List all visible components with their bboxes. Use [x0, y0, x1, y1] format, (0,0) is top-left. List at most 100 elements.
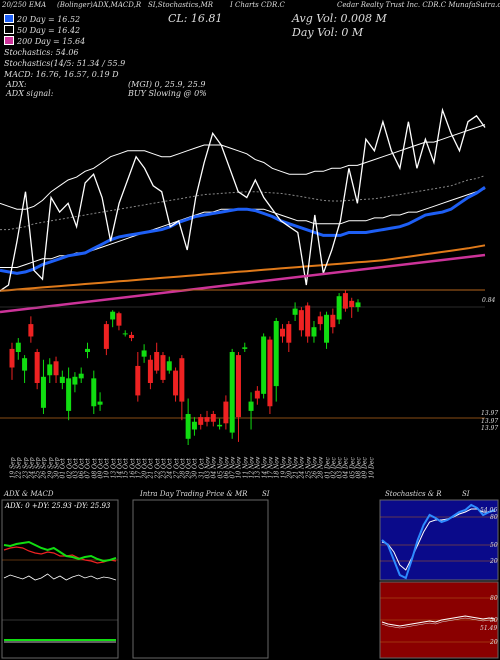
candle-up	[336, 296, 342, 320]
candle-down	[9, 348, 15, 368]
candle-up	[248, 401, 254, 411]
stoch-label-50: 50	[490, 542, 498, 549]
candle-down	[280, 328, 286, 337]
candle-down	[235, 355, 241, 418]
intraday-panel-title: Intra Day Trading Price & MR	[140, 490, 248, 498]
candle-up	[22, 358, 28, 371]
minus-di-line	[3, 546, 117, 564]
candle-up	[242, 347, 248, 349]
adx-panel-title: ADX & MACD	[4, 490, 54, 498]
rsi-line	[381, 615, 496, 627]
candle-up	[97, 401, 103, 405]
candle-up	[15, 342, 21, 352]
candle-down	[103, 324, 109, 349]
price-label-bottom3: 13.97	[481, 425, 499, 432]
candle-down	[173, 370, 179, 396]
rsi-label-50: 50	[490, 617, 498, 624]
adx-mgi: (MGI) 0, 25.9, 25.9	[128, 80, 206, 89]
candle-up	[40, 376, 46, 408]
candle-down	[147, 359, 153, 383]
legend-item-20day: 20 Day = 16.52	[4, 14, 125, 25]
close-price: CL: 16.81	[168, 12, 223, 25]
header-indicators: (Bolinger)ADX,MACD,R	[57, 1, 142, 9]
stoch-panel-title: Stochastics & R	[385, 490, 442, 498]
candle-up	[229, 352, 235, 433]
adx-values: ADX: 0 +DY: 25.93 -DY: 25.93	[5, 502, 111, 510]
header-stoch: SI,Stochastics,MR	[148, 1, 214, 9]
price-label-bottom2: 13.97	[481, 418, 499, 425]
candle-up	[122, 333, 128, 335]
legend-swatch-200day	[4, 36, 14, 45]
candle-up	[292, 308, 298, 315]
candle-down	[129, 334, 135, 339]
candle-down	[28, 324, 34, 337]
candle-down	[135, 365, 141, 396]
candle-up	[66, 378, 72, 411]
stoch-info: Stochastics: 54.06	[4, 48, 79, 57]
candle-up	[91, 378, 97, 407]
candle-down	[160, 355, 166, 380]
candle-up	[311, 327, 317, 337]
plus-di-line	[3, 540, 117, 563]
ema-200-line	[0, 253, 486, 314]
candle-down	[342, 293, 348, 309]
rsi-panel-frame	[379, 581, 499, 659]
candle-up	[141, 350, 147, 357]
adx-label: ADX:	[6, 80, 27, 89]
stoch-value: 54.06	[480, 507, 497, 514]
day-volume: Day Vol: 0 M	[292, 26, 364, 39]
rsi-label-20: 20	[489, 639, 498, 646]
ema-50-line	[0, 175, 486, 231]
candle-up	[185, 414, 191, 439]
candle-up	[78, 373, 84, 379]
adx-line	[3, 573, 117, 581]
legend-swatch-50day	[4, 25, 14, 34]
candle-down	[34, 352, 40, 383]
ema-orange-line	[0, 244, 486, 292]
stoch-label-80: 80	[490, 514, 498, 521]
candle-down	[53, 361, 59, 376]
candle-up	[84, 348, 90, 352]
header-ema: 20/250 EMA	[2, 1, 47, 9]
candle-down	[330, 314, 336, 328]
candle-up	[324, 314, 330, 343]
intraday-panel-si: SI	[262, 490, 270, 498]
stoch-panel-si: SI	[462, 490, 470, 498]
candle-down	[267, 339, 273, 407]
macd-info: MACD: 16.76, 16.57, 0.19 D	[4, 70, 119, 79]
header-charts: I Charts CDR.C	[230, 1, 285, 9]
adx-signal-label: ADX signal:	[6, 89, 54, 98]
avg-volume: Avg Vol: 0.008 M	[292, 12, 387, 25]
intraday-panel-frame	[132, 499, 269, 659]
bollinger-upper-line	[0, 124, 486, 210]
main-price-chart	[0, 107, 486, 445]
candle-up	[166, 361, 172, 371]
adx-signal-value: BUY Slowing @ 0%	[128, 89, 207, 98]
legend-item-50day: 50 Day = 16.42	[4, 25, 125, 36]
candle-down	[298, 310, 304, 331]
date-label: 10 Dec	[368, 457, 376, 479]
candle-down	[154, 352, 160, 371]
price-label-bottom1: 13.97	[481, 410, 499, 417]
candle-up	[72, 376, 78, 385]
candle-down	[179, 358, 185, 402]
candle-down	[223, 401, 229, 424]
candle-up	[355, 302, 361, 308]
price-line	[0, 107, 486, 292]
price-label-top: 0.84	[482, 297, 496, 304]
legend-item-200day: 200 Day = 15.64	[4, 36, 125, 47]
stoch-14-info: Stochastics(14/5: 51.34 / 55.9	[4, 59, 126, 68]
candle-up	[110, 311, 116, 320]
rsi-label-80: 80	[490, 595, 498, 602]
candle-down	[116, 313, 122, 326]
header-company: Cedar Realty Trust Inc. CDR.C MunafaSutr…	[337, 1, 500, 9]
candle-down	[198, 417, 204, 425]
candle-up	[273, 321, 279, 387]
candle-down	[349, 300, 355, 308]
rsi-value: 51.49	[480, 625, 497, 632]
legend: 20 Day = 16.52 50 Day = 16.42 200 Day = …	[4, 14, 125, 80]
candle-up	[59, 376, 65, 383]
legend-swatch-20day	[4, 14, 14, 23]
stoch-k-line	[381, 503, 496, 580]
stoch-label-20: 20	[489, 558, 498, 565]
